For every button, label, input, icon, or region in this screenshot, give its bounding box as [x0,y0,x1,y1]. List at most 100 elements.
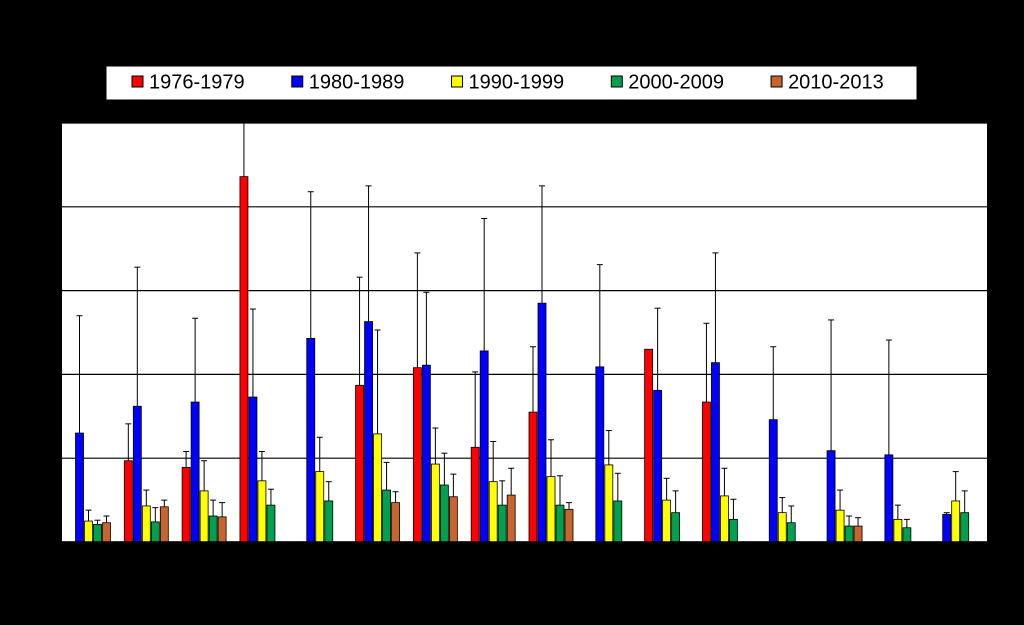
bar [315,471,325,543]
error-bar [788,505,795,523]
error-bar [307,191,314,339]
error-bar [703,322,710,403]
bar [662,499,672,543]
y-tick-label: 0 [46,533,54,549]
bar [777,512,787,543]
legend-swatch [291,75,304,88]
error-bar [258,450,265,481]
error-bar [192,317,199,403]
legend-swatch [610,75,623,88]
error-bar [481,218,488,351]
error-bar [183,450,190,468]
error-bar [249,308,256,398]
error-bar [76,315,83,434]
bar [217,516,227,543]
bar [306,337,316,543]
y-tick-label: 5 [46,114,54,130]
error-bar [846,515,853,527]
error-bar [423,291,430,366]
bar [711,362,720,543]
bar [150,521,160,543]
bar [555,504,565,543]
bar [604,464,614,543]
bar [75,432,84,543]
legend-swatch [131,75,144,88]
bar [497,504,507,543]
error-bar [365,185,372,322]
error-bar [596,264,603,367]
bar [853,525,863,543]
error-bar [712,252,719,363]
legend-swatch [451,75,464,88]
bar [412,367,422,543]
bar [199,490,209,543]
legend-label: 2000-2009 [628,71,724,93]
error-bar [499,480,506,506]
error-bar [432,427,439,465]
bar [364,321,373,543]
legend-label: 2010-2013 [788,71,884,93]
bar [181,467,191,543]
error-bar [961,490,968,513]
bar [671,512,681,543]
error-bar [828,319,835,451]
error-bar [414,252,421,368]
error-bar [837,489,844,511]
error-bar [566,502,572,510]
bar [786,522,796,543]
error-bar [779,497,786,513]
error-bar [134,266,141,407]
bar [951,500,961,543]
bar [893,518,903,543]
bar [595,366,605,543]
error-bar [952,471,959,501]
bar [439,484,449,543]
y-tick-label: 1 [46,449,54,465]
bar [123,460,133,543]
bar [93,524,102,543]
bar [537,302,547,543]
bar [506,494,516,543]
error-bar [530,346,536,413]
bar [132,405,142,543]
error-bar [161,499,168,507]
bar [84,520,93,543]
error-bar [903,518,910,528]
bar [564,508,574,543]
bar [257,480,267,543]
y-tick-label: 4 [46,198,54,214]
bar [546,476,556,543]
error-bar [103,515,110,523]
error-bar [490,440,497,482]
bar [102,522,111,543]
error-bar [441,452,448,486]
plot-area [62,123,987,542]
bar [613,500,623,543]
bar [421,364,431,543]
bar [702,401,711,543]
error-bar [356,276,363,386]
bar [479,350,489,543]
bar [942,513,952,543]
bar [248,396,258,543]
bar [355,384,364,543]
bar [470,446,480,543]
error-bar [219,502,226,517]
error-bar [450,473,457,497]
bar [266,504,276,543]
bar [430,463,440,543]
bar [382,489,391,543]
error-bar [508,467,515,496]
bar [720,495,729,543]
error-bar [894,504,901,520]
bar [644,348,654,543]
error-bar [85,509,92,522]
bar [844,525,854,543]
bar [324,500,334,543]
error-bar [614,472,621,501]
bar [729,518,738,543]
bar [768,419,778,543]
bar [902,527,912,543]
